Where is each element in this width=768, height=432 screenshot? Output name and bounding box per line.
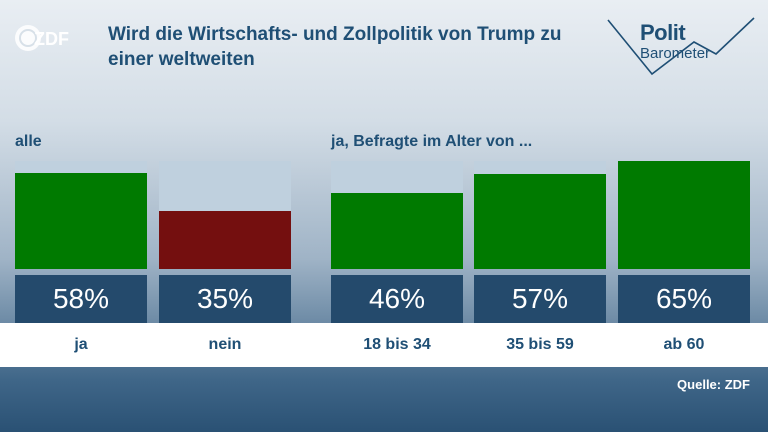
category-label-row xyxy=(0,323,768,367)
politbarometer-logo xyxy=(607,17,755,76)
group-label-age: ja, Befragte im Alter von ... xyxy=(331,133,533,150)
brand-polit: Polit xyxy=(640,20,686,45)
category-label-ab-60: ab 60 xyxy=(663,336,705,353)
value-box-ja: 58% xyxy=(15,275,147,323)
source-note: Quelle: ZDF xyxy=(677,377,750,392)
zdf-logo-text: ZDF xyxy=(34,29,69,49)
value-label-ja: 58% xyxy=(52,283,110,314)
value-label-35-59: 57% xyxy=(511,283,569,314)
bar-18-34 xyxy=(331,193,463,269)
value-box-nein: 35% xyxy=(159,275,291,323)
bar-track-35-59 xyxy=(474,161,606,269)
group-label-all: alle xyxy=(15,133,42,150)
value-box-ab-60: 65% xyxy=(618,275,750,323)
bar-track-nein xyxy=(159,161,291,269)
category-label-ja: ja xyxy=(74,336,88,353)
bar-35-59 xyxy=(474,174,606,269)
bar-track-18-34 xyxy=(331,161,463,269)
value-box-18-34: 46% xyxy=(331,275,463,323)
bar-ja xyxy=(15,173,147,269)
value-label-nein: 35% xyxy=(196,283,254,314)
zdf-logo: ZDF xyxy=(15,25,69,51)
value-label-ab-60: 65% xyxy=(655,283,713,314)
bar-nein xyxy=(159,211,291,269)
bar-track-ab-60 xyxy=(618,161,750,269)
bar-track-ja xyxy=(15,161,147,269)
chart-title: Wird die Wirtschafts- und Zollpolitik vo… xyxy=(108,24,562,70)
bar-ab-60 xyxy=(618,161,750,269)
value-box-35-59: 57% xyxy=(474,275,606,323)
category-label-35-59: 35 bis 59 xyxy=(506,336,574,353)
brand-barometer: Barometer xyxy=(640,45,711,62)
value-label-18-34: 46% xyxy=(368,283,426,314)
category-label-nein: nein xyxy=(208,336,242,353)
category-label-18-34: 18 bis 34 xyxy=(363,336,431,353)
